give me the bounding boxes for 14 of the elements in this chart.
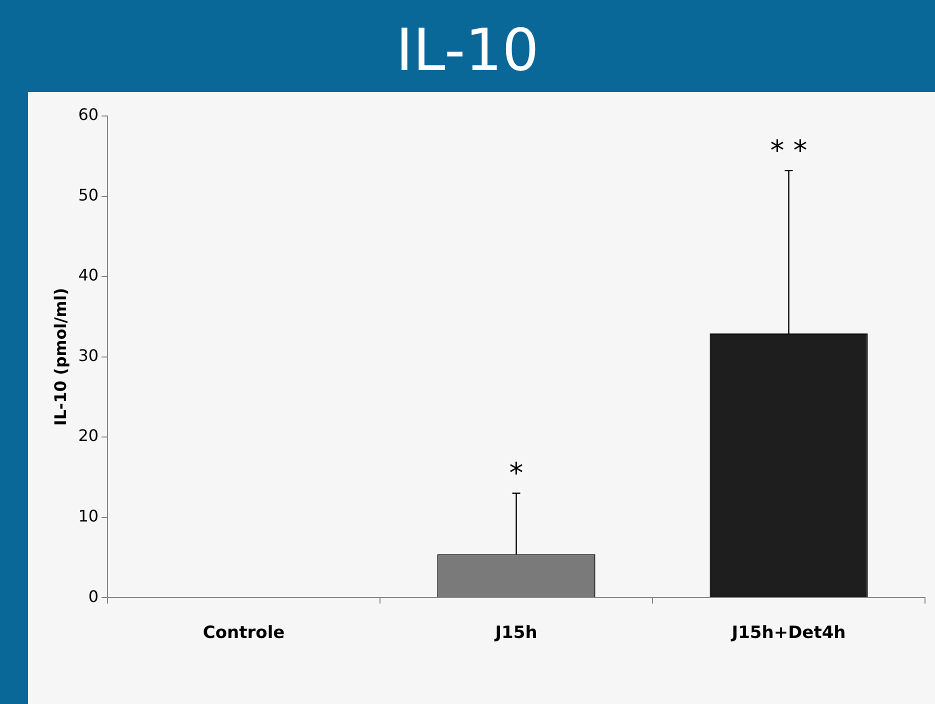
y-tick-label: 0: [88, 586, 99, 606]
y-tick-label: 30: [78, 346, 99, 365]
y-tick-label: 10: [78, 506, 99, 526]
x-tick-label: J15h: [494, 623, 538, 644]
y-axis-title: IL-10 (pmol/ml): [50, 288, 70, 426]
chart-title: IL-10: [394, 15, 540, 86]
x-tick-label: J15h+Det4h: [730, 623, 846, 644]
y-tick-label: 50: [78, 185, 99, 204]
annotation: *: [509, 456, 524, 490]
y-tick-label: 40: [78, 266, 99, 285]
x-tick-label: Controle: [202, 623, 285, 644]
y-tick-label: 60: [78, 105, 99, 124]
annotation: * *: [770, 134, 808, 167]
y-tick-label: 20: [78, 426, 99, 446]
